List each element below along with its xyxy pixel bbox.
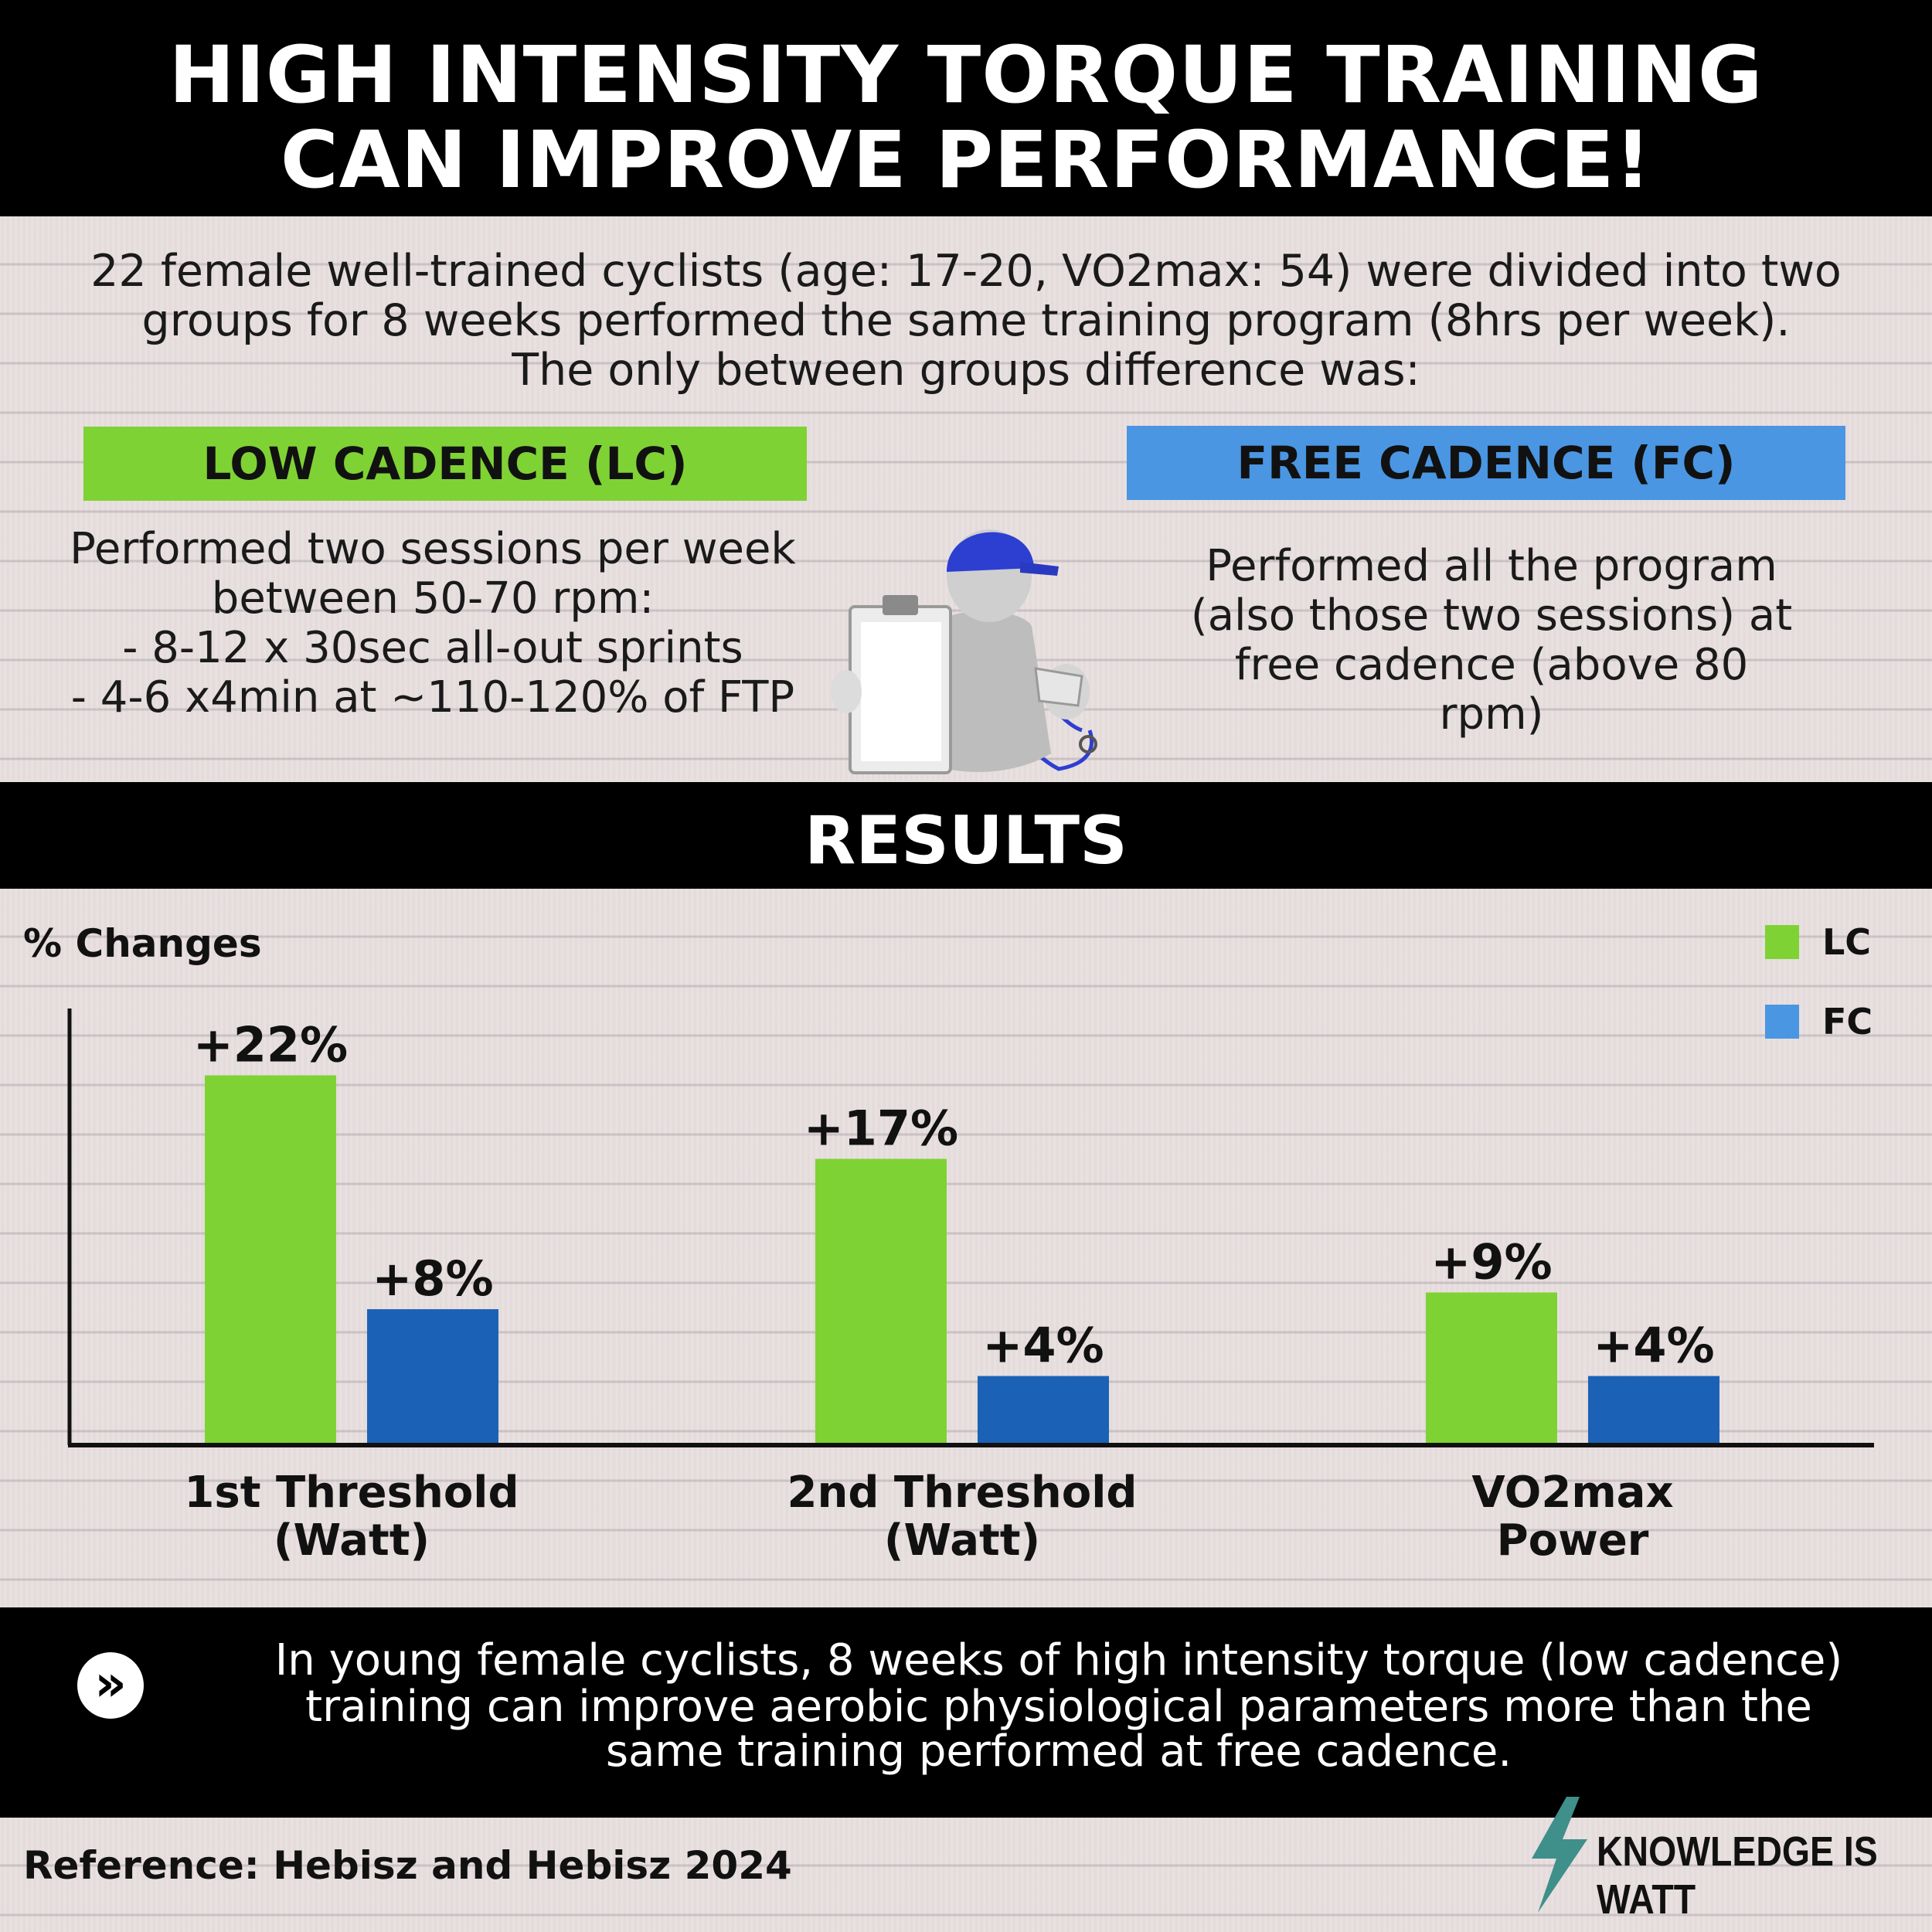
- free-cadence-label: FREE CADENCE (FC): [1127, 426, 1845, 500]
- category-label-2-line-1: Power: [1497, 1515, 1649, 1566]
- page-title-line-2: CAN IMPROVE PERFORMANCE!: [280, 114, 1652, 206]
- category-labels: 1st Threshold(Watt)2nd Threshold(Watt)VO…: [184, 1468, 1673, 1566]
- value-label-lc-2: +9%: [1430, 1233, 1552, 1290]
- legend-label-fc: FC: [1822, 1001, 1872, 1043]
- legend-label-lc: LC: [1822, 921, 1871, 963]
- reference-text: Reference: Hebisz and Hebisz 2024: [23, 1843, 792, 1888]
- bar-lc-2: [1426, 1292, 1557, 1443]
- value-label-lc-1: +17%: [804, 1100, 958, 1157]
- bar-lc-0: [205, 1075, 336, 1443]
- footer: [0, 1818, 1932, 1932]
- title-banner: HIGH INTENSITY TORQUE TRAINING CAN IMPRO…: [0, 0, 1932, 216]
- category-label-1-line-1: (Watt): [884, 1515, 1040, 1566]
- conclusion-banner: » In young female cyclists, 8 weeks of h…: [0, 1607, 1932, 1818]
- category-label-1-line-0: 2nd Threshold: [787, 1468, 1137, 1518]
- low-cadence-label: LOW CADENCE (LC): [83, 427, 807, 501]
- intro-line-1: 22 female well-trained cyclists (age: 17…: [90, 246, 1842, 297]
- page-title-line-1: HIGH INTENSITY TORQUE TRAINING: [168, 29, 1764, 121]
- y-axis-label: % Changes: [23, 921, 262, 966]
- fc-desc-line-2: (also those two sessions) at: [1190, 590, 1793, 641]
- value-label-lc-0: +22%: [193, 1016, 348, 1073]
- lc-desc-line-2: between 50-70 rpm:: [211, 573, 655, 624]
- conclusion-line-1: In young female cyclists, 8 weeks of hig…: [274, 1635, 1843, 1685]
- lc-desc-line-3: - 8-12 x 30sec all-out sprints: [122, 623, 743, 673]
- value-label-fc-2: +4%: [1593, 1318, 1714, 1374]
- conclusion-line-3: same training performed at free cadence.: [605, 1726, 1512, 1777]
- results-title: RESULTS: [804, 802, 1128, 879]
- bar-fc-0: [367, 1309, 498, 1443]
- intro-line-2: groups for 8 weeks performed the same tr…: [141, 295, 1791, 346]
- category-label-0-line-0: 1st Threshold: [184, 1468, 519, 1518]
- conclusion-line-2: training can improve aerobic physiologic…: [305, 1682, 1812, 1732]
- bar-fc-2: [1588, 1376, 1719, 1443]
- value-label-fc-1: +4%: [982, 1318, 1104, 1374]
- lc-desc-line-4: - 4-6 x4min at ~110-120% of FTP: [70, 672, 795, 723]
- chart-legend: LC FC: [1765, 921, 1872, 1043]
- fc-desc-line-3: free cadence (above 80: [1234, 640, 1749, 690]
- value-label-fc-0: +8%: [372, 1250, 493, 1307]
- bar-lc-1: [815, 1158, 947, 1443]
- category-label-2-line-0: VO2max: [1471, 1468, 1673, 1518]
- double-chevron-right-icon: »: [77, 1652, 144, 1719]
- results-banner: RESULTS: [0, 782, 1932, 889]
- lightning-bolt-icon: [1532, 1797, 1587, 1913]
- lc-desc-line-1: Performed two sessions per week: [70, 524, 796, 574]
- bar-fc-1: [978, 1376, 1109, 1443]
- results-bar-chart: % Changes LC FC +22% +17% +9% +8% +4% +4% 1st …: [23, 921, 1874, 1566]
- legend-swatch-lc: [1765, 925, 1799, 959]
- brand-name: KNOWLEDGE IS WATT: [1597, 1828, 1878, 1923]
- fc-desc-line-4: rpm): [1439, 689, 1544, 740]
- legend-swatch-fc: [1765, 1005, 1799, 1039]
- coach-figure-icon: [831, 529, 1097, 774]
- bar-group: +22% +17% +9% +8% +4% +4%: [193, 1016, 1719, 1443]
- intro-line-3: The only between groups difference was:: [512, 345, 1420, 396]
- category-label-0-line-1: (Watt): [274, 1515, 430, 1566]
- fc-desc-line-1: Performed all the program: [1206, 541, 1777, 591]
